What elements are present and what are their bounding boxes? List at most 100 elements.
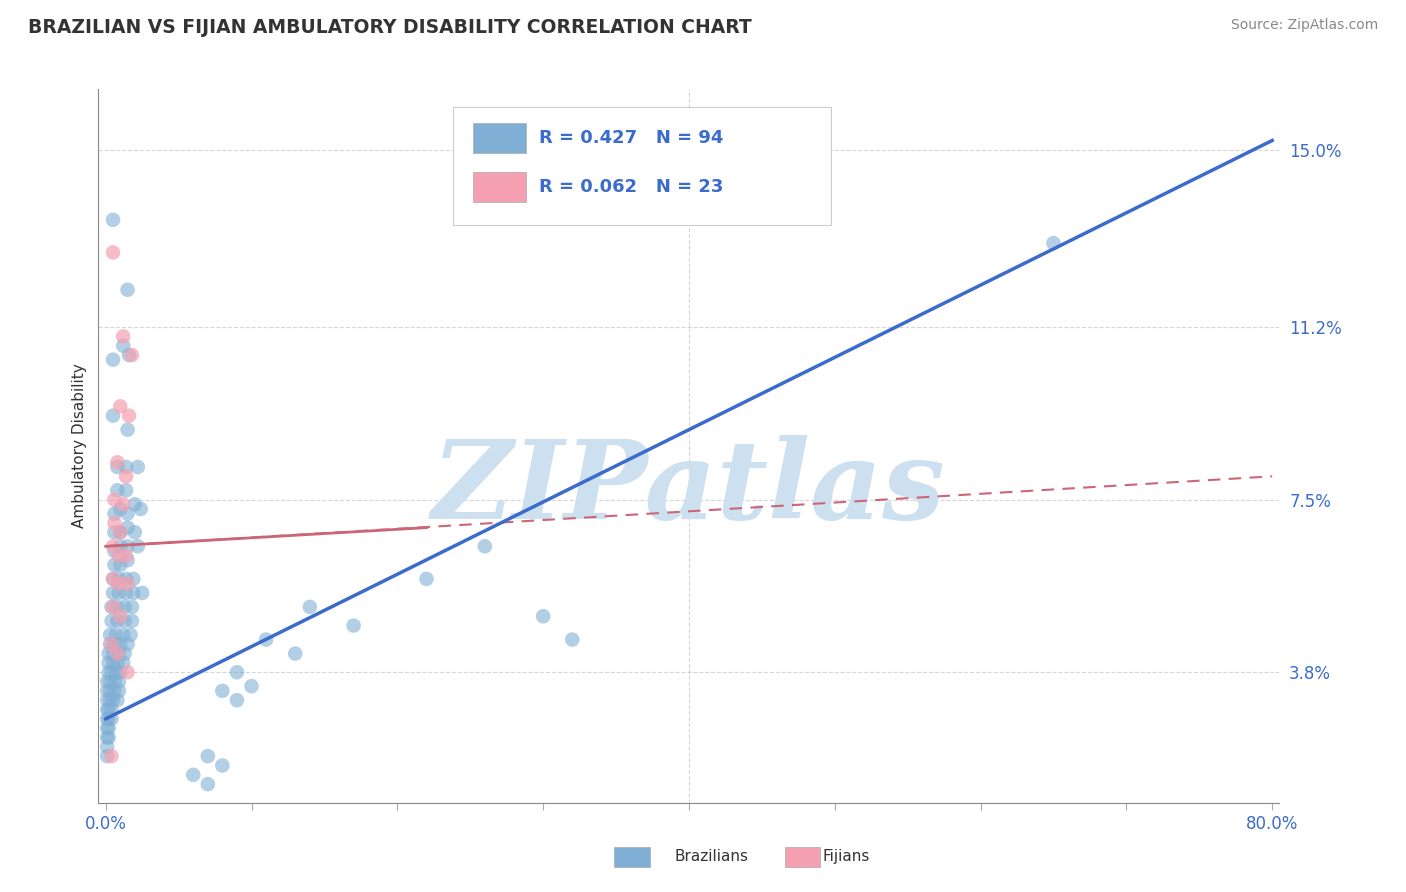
- Point: [342, 618, 364, 632]
- Point: [98, 684, 121, 698]
- Point: [103, 516, 125, 530]
- Point: [103, 674, 125, 689]
- Point: [101, 409, 124, 423]
- Point: [97, 665, 120, 680]
- Point: [197, 749, 219, 764]
- Point: [104, 665, 127, 680]
- Point: [124, 525, 146, 540]
- Point: [298, 599, 321, 614]
- Point: [110, 525, 132, 540]
- Point: [115, 572, 138, 586]
- Point: [101, 647, 124, 661]
- Point: [110, 665, 132, 680]
- Point: [96, 721, 118, 735]
- Point: [105, 599, 128, 614]
- Point: [97, 702, 120, 716]
- Point: [122, 586, 145, 600]
- Point: [127, 539, 149, 553]
- Point: [127, 460, 149, 475]
- Point: [112, 329, 135, 343]
- Point: [211, 758, 233, 772]
- Point: [105, 460, 128, 475]
- FancyBboxPatch shape: [472, 123, 526, 153]
- Point: [112, 628, 135, 642]
- Point: [131, 586, 153, 600]
- Point: [103, 525, 125, 540]
- Point: [101, 572, 124, 586]
- Point: [103, 637, 125, 651]
- Point: [103, 507, 125, 521]
- Point: [101, 693, 124, 707]
- Point: [115, 483, 138, 498]
- Point: [98, 637, 121, 651]
- Point: [115, 549, 138, 563]
- Point: [114, 614, 136, 628]
- Point: [117, 665, 139, 680]
- Point: [100, 749, 122, 764]
- Point: [100, 712, 122, 726]
- Point: [108, 549, 131, 563]
- Text: R = 0.062   N = 23: R = 0.062 N = 23: [538, 178, 723, 196]
- Point: [121, 614, 143, 628]
- Point: [114, 647, 136, 661]
- Point: [101, 599, 124, 614]
- Point: [103, 492, 125, 507]
- Point: [96, 693, 118, 707]
- Point: [117, 507, 139, 521]
- Point: [96, 712, 118, 726]
- Point: [100, 665, 122, 680]
- Point: [97, 712, 120, 726]
- Point: [101, 656, 124, 670]
- Point: [97, 721, 120, 735]
- Point: [98, 693, 121, 707]
- Text: Fijians: Fijians: [823, 849, 870, 863]
- Point: [284, 647, 307, 661]
- Point: [108, 674, 131, 689]
- Point: [117, 283, 139, 297]
- Point: [105, 455, 128, 469]
- Point: [226, 693, 249, 707]
- Point: [100, 614, 122, 628]
- Point: [105, 656, 128, 670]
- Point: [108, 576, 131, 591]
- Point: [96, 702, 118, 716]
- Point: [108, 684, 131, 698]
- Point: [561, 632, 583, 647]
- Point: [108, 572, 131, 586]
- Point: [117, 576, 139, 591]
- Point: [112, 497, 135, 511]
- Point: [108, 647, 131, 661]
- Point: [101, 352, 124, 367]
- Point: [181, 768, 204, 782]
- Point: [531, 609, 554, 624]
- Point: [101, 572, 124, 586]
- Point: [124, 497, 146, 511]
- Point: [105, 647, 128, 661]
- Point: [105, 693, 128, 707]
- Y-axis label: Ambulatory Disability: Ambulatory Disability: [72, 364, 87, 528]
- Point: [101, 245, 124, 260]
- Point: [101, 539, 124, 553]
- Point: [120, 628, 142, 642]
- Point: [117, 521, 139, 535]
- FancyBboxPatch shape: [453, 107, 831, 225]
- Point: [112, 339, 135, 353]
- Point: [115, 469, 138, 483]
- Text: Brazilians: Brazilians: [675, 849, 749, 863]
- Point: [98, 674, 121, 689]
- Text: ZIPatlas: ZIPatlas: [432, 435, 946, 542]
- Point: [108, 586, 131, 600]
- Point: [104, 628, 127, 642]
- Point: [129, 502, 152, 516]
- Point: [105, 614, 128, 628]
- Point: [117, 637, 139, 651]
- Point: [110, 609, 132, 624]
- Point: [110, 637, 132, 651]
- Point: [254, 632, 277, 647]
- Point: [96, 684, 118, 698]
- Point: [117, 423, 139, 437]
- Point: [97, 656, 120, 670]
- Point: [115, 586, 138, 600]
- Point: [110, 400, 132, 414]
- Point: [118, 348, 141, 362]
